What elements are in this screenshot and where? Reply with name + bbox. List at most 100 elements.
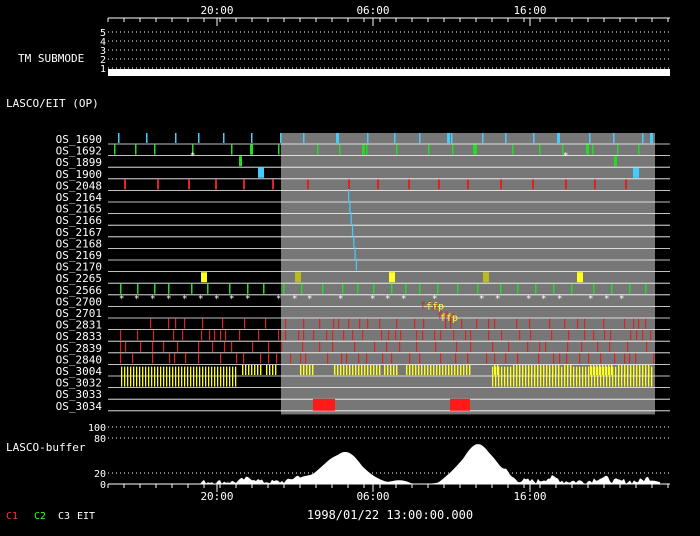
buffer-tick-label: 20: [94, 469, 106, 480]
os-event-mark: [635, 353, 637, 364]
os-event-mark: [498, 366, 500, 387]
os-event-mark: [409, 353, 411, 364]
os-event-mark: [600, 353, 602, 364]
os-event-mark: [358, 365, 360, 375]
os-event-mark: [486, 353, 488, 364]
os-event-mark: [565, 179, 567, 190]
os-row-label: OS_2169: [56, 249, 102, 262]
os-event-mark: [561, 366, 563, 387]
os-event-mark: [588, 366, 590, 387]
os-event-mark: [636, 330, 638, 341]
os-event-mark: [326, 330, 328, 341]
os-event-mark: [232, 366, 234, 387]
os-event-mark: [494, 318, 496, 329]
os-event-block: [450, 398, 470, 411]
os-event-mark: [571, 283, 573, 294]
os-event-mark: [562, 144, 564, 155]
os-event-mark: [163, 366, 165, 387]
os-event-mark: [435, 341, 437, 352]
os-event-mark: [268, 353, 270, 364]
os-event-mark: [272, 179, 274, 190]
os-event-mark: [367, 133, 369, 143]
os-event-mark: [120, 341, 122, 352]
os-event-mark: [379, 365, 381, 375]
os-row-label: OS_2831: [56, 319, 102, 332]
os-event-mark: [613, 133, 615, 143]
os-event-mark: [517, 353, 519, 364]
os-event-mark: [552, 366, 554, 387]
os-event-mark: [199, 366, 201, 387]
os-event-mark: [516, 366, 518, 387]
star-marker: *: [619, 294, 624, 304]
star-marker: *: [198, 294, 203, 304]
os-row-label: OS_3004: [56, 365, 103, 378]
os-event-mark: [153, 330, 155, 341]
os-event-mark: [454, 365, 456, 375]
os-row-label: OS_2170: [56, 261, 102, 274]
os-event-mark: [639, 366, 641, 387]
os-event-mark: [303, 133, 305, 143]
os-event-mark: [307, 179, 309, 190]
os-event-mark: [627, 366, 629, 387]
star-marker: *: [292, 294, 297, 304]
os-event-mark: [166, 366, 168, 387]
os-event-mark: [460, 365, 462, 375]
os-event-mark: [151, 366, 153, 387]
os-event-mark: [557, 133, 560, 143]
os-event-mark: [187, 366, 189, 387]
os-event-mark: [594, 366, 596, 387]
os-event-mark: [543, 366, 545, 387]
bottom-axis-tick-label: 16:00: [513, 490, 546, 503]
os-event-mark: [603, 318, 605, 329]
os-event-mark: [501, 366, 503, 387]
os-event-mark: [419, 353, 421, 364]
os-event-mark: [512, 144, 514, 155]
os-event-mark: [505, 133, 507, 143]
os-event-mark: [260, 365, 262, 375]
os-row-label: OS_1900: [56, 168, 102, 181]
os-event-mark: [214, 366, 216, 387]
os-event-mark: [231, 144, 233, 155]
os-event-mark: [317, 144, 319, 155]
os-event-mark: [319, 341, 321, 352]
os-event-mark: [142, 366, 144, 387]
os-event-mark: [430, 365, 432, 375]
os-event-mark: [364, 365, 366, 375]
os-event-mark: [250, 144, 253, 155]
os-event-mark: [636, 366, 638, 387]
star-marker: *: [557, 294, 562, 304]
os-event-mark: [624, 366, 626, 387]
os-event-mark: [533, 133, 535, 143]
os-event-mark: [157, 179, 159, 190]
os-event-mark: [629, 353, 631, 364]
os-event-mark: [440, 330, 442, 341]
os-event-mark: [596, 365, 598, 375]
ffp-marker-red: ffp: [437, 311, 455, 322]
os-row-label: OS_2166: [56, 214, 102, 227]
star-marker: *: [385, 294, 390, 304]
os-event-mark: [348, 179, 350, 190]
tm-submode-label: TM SUBMODE: [18, 52, 84, 65]
os-event-mark: [614, 353, 616, 364]
os-event-mark: [313, 330, 315, 341]
os-event-mark: [436, 365, 438, 375]
buffer-tick-label: 100: [88, 423, 106, 434]
os-event-mark: [394, 133, 396, 143]
os-event-mark: [175, 133, 177, 143]
os-event-mark: [457, 365, 459, 375]
os-event-mark: [467, 353, 469, 364]
os-event-mark: [120, 283, 122, 294]
os-event-mark: [642, 330, 644, 341]
os-event-mark: [591, 366, 593, 387]
os-event-mark: [248, 365, 250, 375]
os-event-mark: [594, 179, 596, 190]
os-row-label: OS_2833: [56, 330, 102, 343]
os-event-mark: [419, 133, 421, 143]
os-event-mark: [593, 365, 595, 375]
os-event-mark: [648, 366, 650, 387]
os-event-mark: [133, 366, 135, 387]
star-marker: *: [150, 294, 155, 304]
os-event-mark: [633, 167, 639, 178]
os-event-mark: [539, 341, 541, 352]
os-event-mark: [196, 366, 198, 387]
